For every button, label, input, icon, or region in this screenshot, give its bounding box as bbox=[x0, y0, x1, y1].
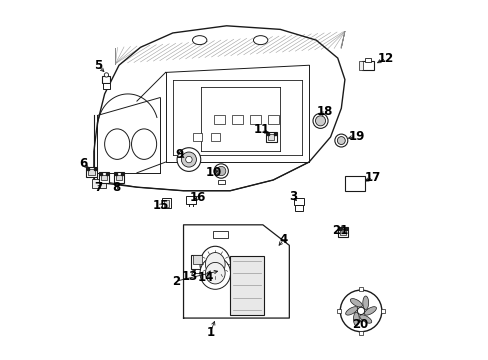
Bar bbox=[92, 179, 106, 188]
Text: 10: 10 bbox=[205, 166, 222, 179]
Bar bbox=[185, 196, 195, 204]
Bar bbox=[85, 167, 97, 177]
Text: 8: 8 bbox=[112, 181, 120, 194]
Ellipse shape bbox=[334, 134, 347, 147]
Text: 6: 6 bbox=[79, 157, 87, 170]
Bar bbox=[358, 330, 363, 335]
Bar bbox=[231, 114, 242, 123]
Text: 17: 17 bbox=[364, 171, 380, 184]
Text: 19: 19 bbox=[347, 130, 364, 143]
Ellipse shape bbox=[177, 148, 201, 171]
Bar bbox=[163, 200, 169, 207]
Ellipse shape bbox=[345, 307, 357, 315]
Ellipse shape bbox=[337, 136, 345, 144]
Ellipse shape bbox=[104, 129, 129, 159]
Text: 4: 4 bbox=[279, 233, 287, 246]
Ellipse shape bbox=[364, 307, 376, 315]
Ellipse shape bbox=[353, 312, 359, 326]
Ellipse shape bbox=[349, 298, 362, 307]
Bar bbox=[268, 134, 274, 140]
Ellipse shape bbox=[104, 73, 108, 77]
Bar bbox=[99, 172, 109, 183]
Text: 7: 7 bbox=[94, 181, 102, 194]
Bar bbox=[340, 229, 346, 235]
Ellipse shape bbox=[214, 164, 228, 178]
Bar bbox=[214, 114, 224, 123]
Bar bbox=[103, 83, 109, 89]
Bar bbox=[380, 309, 384, 313]
Bar bbox=[293, 198, 304, 205]
Bar bbox=[265, 132, 276, 142]
Bar bbox=[229, 256, 264, 315]
Text: 21: 21 bbox=[332, 224, 348, 238]
Bar bbox=[345, 176, 364, 191]
Text: 12: 12 bbox=[377, 51, 393, 64]
Text: 18: 18 bbox=[316, 105, 333, 118]
Ellipse shape bbox=[200, 246, 230, 282]
Ellipse shape bbox=[185, 156, 192, 163]
Bar bbox=[358, 60, 363, 70]
Bar bbox=[208, 270, 215, 274]
Bar bbox=[102, 76, 110, 83]
Bar bbox=[205, 256, 219, 270]
Text: 9: 9 bbox=[175, 148, 183, 161]
Bar bbox=[336, 309, 341, 313]
Ellipse shape bbox=[340, 290, 381, 332]
Text: 3: 3 bbox=[288, 190, 296, 203]
Text: 14: 14 bbox=[198, 271, 214, 284]
Ellipse shape bbox=[205, 253, 224, 276]
Bar bbox=[217, 180, 224, 184]
Ellipse shape bbox=[357, 307, 364, 315]
Bar bbox=[88, 169, 94, 175]
Ellipse shape bbox=[312, 113, 327, 129]
Bar bbox=[162, 198, 170, 208]
Bar bbox=[337, 226, 348, 237]
Bar bbox=[193, 134, 202, 140]
Bar bbox=[194, 269, 201, 273]
Bar bbox=[294, 205, 303, 211]
Ellipse shape bbox=[315, 116, 325, 126]
Ellipse shape bbox=[205, 262, 224, 284]
Ellipse shape bbox=[181, 152, 196, 167]
Ellipse shape bbox=[200, 257, 230, 289]
Ellipse shape bbox=[131, 129, 156, 159]
Bar bbox=[191, 255, 204, 269]
Bar bbox=[213, 230, 227, 238]
Bar bbox=[116, 175, 122, 180]
Text: 13: 13 bbox=[182, 270, 198, 283]
Bar bbox=[358, 287, 363, 291]
Ellipse shape bbox=[362, 296, 368, 310]
Bar bbox=[101, 175, 106, 180]
Text: 15: 15 bbox=[153, 199, 169, 212]
Ellipse shape bbox=[359, 315, 371, 323]
Bar bbox=[193, 256, 202, 265]
Text: 5: 5 bbox=[94, 59, 102, 72]
Bar bbox=[362, 60, 373, 70]
Bar bbox=[267, 114, 278, 123]
Bar bbox=[114, 172, 124, 183]
Bar bbox=[211, 134, 220, 140]
Text: 16: 16 bbox=[189, 192, 205, 204]
Bar bbox=[249, 114, 260, 123]
Text: 1: 1 bbox=[206, 326, 214, 339]
Text: 20: 20 bbox=[351, 318, 367, 331]
Text: 2: 2 bbox=[172, 275, 180, 288]
Ellipse shape bbox=[253, 36, 267, 45]
Text: 11: 11 bbox=[253, 123, 269, 136]
Bar bbox=[364, 58, 371, 62]
Ellipse shape bbox=[192, 36, 206, 45]
Ellipse shape bbox=[216, 166, 225, 176]
Bar bbox=[207, 257, 216, 266]
